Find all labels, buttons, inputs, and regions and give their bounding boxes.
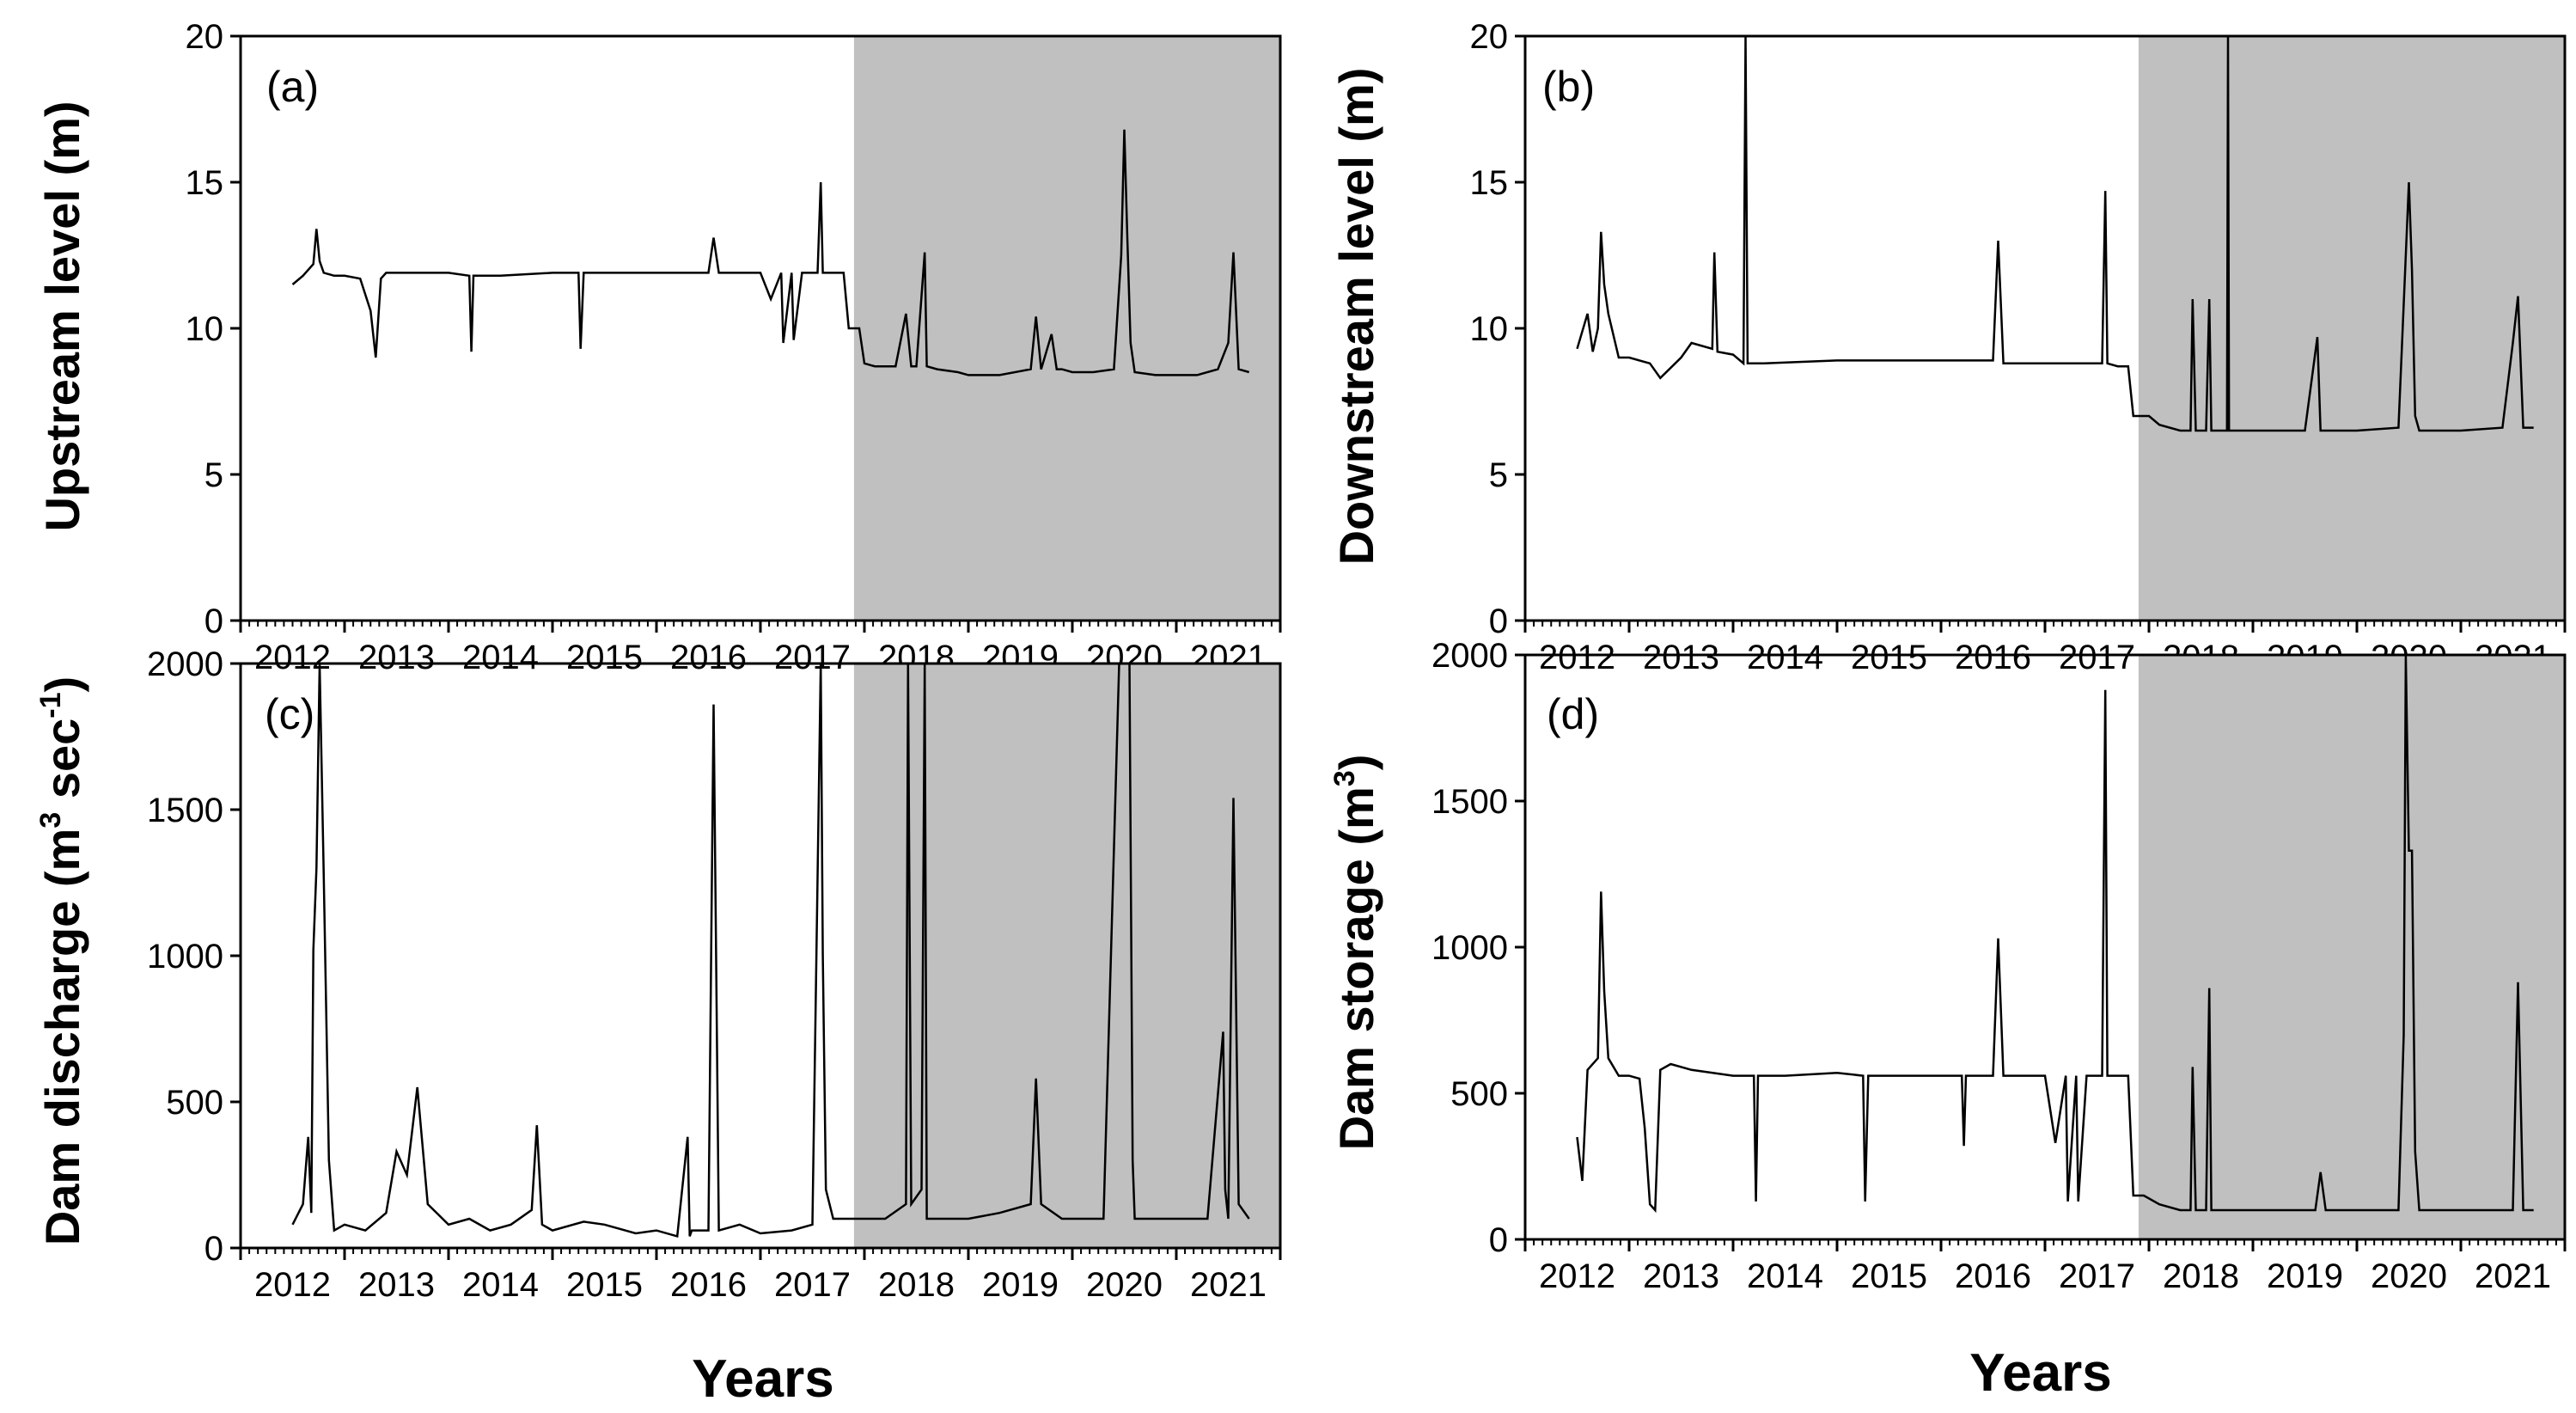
panel-d-x-tick-label: 2013 [1643,1257,1719,1295]
panel-c-x-tick-label: 2014 [462,1266,539,1304]
panel-a-shaded-region [853,36,1280,621]
panel-d-y-axis-title: Dam storage (m3) [1328,755,1383,1151]
panel-c-y-axis: 0 500 1000 1500 2000 [147,645,241,1268]
panel-c-y-tick-label: 500 [166,1084,223,1122]
panel-b-x-tick-label: 2016 [1955,639,2031,676]
panel-b-shaded-region [2138,36,2565,621]
x-axis-title-right: Years [1969,1343,2112,1403]
panel-d-y-tick-label: 500 [1450,1075,1508,1113]
panel-d-y-tick-label: 0 [1489,1221,1508,1259]
panel-b-label: (b) [1542,63,1595,111]
panel-d-x-tick-label: 2021 [2475,1257,2551,1295]
panel-c-x-tick-label: 2012 [254,1266,331,1304]
panel-d-x-tick-label: 2018 [2163,1257,2239,1295]
panel-c-x-tick-label: 2018 [878,1266,955,1304]
panel-a-x-tick-label: 2015 [566,639,643,676]
panel-d-x-tick-label: 2020 [2371,1257,2447,1295]
panel-a-label: (a) [266,63,319,111]
panel-d-y-tick-label: 2000 [1431,637,1508,675]
panel-c-x-tick-label: 2020 [1086,1266,1163,1304]
panel-b-y-axis: 0 5 10 15 20 [1470,18,1525,640]
panel-d-x-axis: 2012 2013 2014 2015 2016 2017 2018 2019 2020 2021 [1523,1239,2567,1295]
panel-b-series-line [1576,35,2534,432]
panel-a-y-axis-title: Upstream level (m) [35,101,89,531]
panel-c-y-axis-title: Dam discharge (m3 sec-1) [34,676,89,1245]
panel-b-x-tick-label: 2017 [2059,639,2135,676]
panel-c-y-tick-label: 1000 [147,938,223,976]
panel-d-x-tick-label: 2015 [1851,1257,1927,1295]
panel-d-y-tick-label: 1500 [1431,783,1508,821]
panel-c-y-tick-label: 1500 [147,792,223,829]
panel-c-x-tick-label: 2021 [1190,1266,1267,1304]
panel-d-x-tick-label: 2014 [1747,1257,1823,1295]
panel-a-x-tick-label: 2017 [774,639,851,676]
panel-b-x-tick-label: 2015 [1851,639,1927,676]
panel-b-y-tick-label: 20 [1470,18,1509,56]
panel-c-y-tick-label: 2000 [147,645,223,683]
panel-d-x-tick-label: 2017 [2059,1257,2135,1295]
panel-b-y-tick-label: 10 [1470,310,1509,348]
panel-a-x-tick-label: 2012 [254,639,331,676]
panel-d-label: (d) [1547,690,1599,738]
panel-d-series-line [1576,654,2534,1214]
panel-a-x-tick-label: 2016 [670,639,747,676]
panel-b-y-tick-label: 15 [1470,164,1509,202]
panel-d-x-tick-label: 2012 [1539,1257,1615,1295]
panel-d-y-tick-label: 1000 [1431,929,1508,967]
panel-b-y-axis-title: Downstream level (m) [1329,68,1383,566]
panel-d-x-tick-label: 2016 [1955,1257,2031,1295]
panel-c-y-tick-label: 0 [204,1230,223,1268]
panel-c-x-tick-label: 2017 [774,1266,851,1304]
panel-a-series-line [291,129,1250,376]
panel-a-y-tick-label: 20 [186,18,224,56]
panel-a-x-axis: 2012 2013 2014 2015 2016 2017 2018 2019 2020 2021 [239,621,1282,676]
panel-c-x-tick-label: 2019 [982,1266,1059,1304]
x-axis-title-left: Years [692,1349,834,1409]
panel-d-shaded-region [2138,655,2565,1239]
panel-b-x-tick-label: 2014 [1747,639,1823,676]
panel-a-x-tick-label: 2014 [462,639,539,676]
panel-b-y-tick-label: 5 [1489,456,1508,494]
panel-a-y-tick-label: 0 [204,603,223,640]
panel-c-series-line [291,662,1250,1239]
panel-a-x-tick-label: 2013 [358,639,435,676]
panel-b-x-tick-label: 2013 [1643,639,1719,676]
panel-d-x-tick-label: 2019 [2267,1257,2343,1295]
panel-c-x-tick-label: 2015 [566,1266,643,1304]
panel-c-x-axis: 2012 2013 2014 2015 2016 2017 2018 2019 2020 2021 [239,1248,1282,1304]
panel-c-x-tick-label: 2016 [670,1266,747,1304]
panel-b-y-tick-label: 0 [1489,603,1508,640]
panel-b-x-tick-label: 2012 [1539,639,1615,676]
panel-c-label: (c) [265,690,314,738]
panel-c-x-tick-label: 2013 [358,1266,435,1304]
panel-d-y-axis: 0 500 1000 1500 2000 [1431,637,1525,1259]
panel-c-shaded-region [853,664,1280,1248]
panel-a-y-axis: 0 5 10 15 20 [186,18,241,640]
panel-a-y-tick-label: 15 [186,164,224,202]
panel-a-y-tick-label: 10 [186,310,224,348]
panel-a-y-tick-label: 5 [204,456,223,494]
